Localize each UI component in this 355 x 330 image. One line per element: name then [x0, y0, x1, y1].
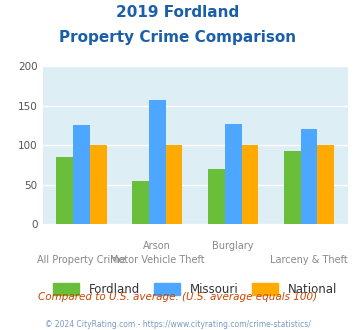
Bar — [317, 145, 334, 224]
Text: Burglary: Burglary — [212, 241, 254, 251]
Bar — [241, 145, 258, 224]
Bar — [301, 129, 317, 224]
Text: Motor Vehicle Theft: Motor Vehicle Theft — [110, 255, 204, 265]
Bar — [73, 125, 90, 224]
Bar — [225, 124, 241, 224]
Text: © 2024 CityRating.com - https://www.cityrating.com/crime-statistics/: © 2024 CityRating.com - https://www.city… — [45, 320, 310, 329]
Text: 2019 Fordland: 2019 Fordland — [116, 5, 239, 20]
Bar — [284, 151, 301, 224]
Bar — [208, 169, 225, 224]
Legend: Fordland, Missouri, National: Fordland, Missouri, National — [49, 278, 342, 301]
Bar — [149, 100, 166, 224]
Text: Property Crime Comparison: Property Crime Comparison — [59, 30, 296, 45]
Bar — [132, 181, 149, 224]
Text: Larceny & Theft: Larceny & Theft — [270, 255, 348, 265]
Text: All Property Crime: All Property Crime — [37, 255, 126, 265]
Bar — [166, 145, 182, 224]
Text: Compared to U.S. average. (U.S. average equals 100): Compared to U.S. average. (U.S. average … — [38, 292, 317, 302]
Bar — [56, 157, 73, 224]
Text: Arson: Arson — [143, 241, 171, 251]
Bar — [90, 145, 106, 224]
